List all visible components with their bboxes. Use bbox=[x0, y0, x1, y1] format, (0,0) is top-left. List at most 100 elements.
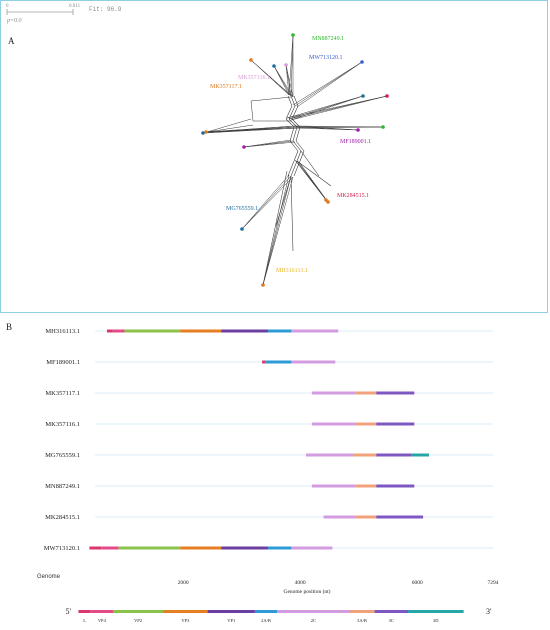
taxon-label-MN887249: MN887249.1 bbox=[312, 36, 344, 42]
network-edge bbox=[299, 150, 305, 162]
region-label: L bbox=[83, 618, 86, 623]
network-edge bbox=[296, 150, 302, 162]
network-edge bbox=[262, 175, 292, 286]
network-tip-node bbox=[201, 131, 205, 135]
sequence-segment bbox=[262, 360, 266, 364]
panel-a-label: A bbox=[8, 36, 15, 46]
network-edge bbox=[289, 126, 295, 142]
taxon-label-MK284515: MK284515.1 bbox=[337, 193, 369, 199]
sequence-label: MN887249.1 bbox=[45, 483, 80, 490]
sequence-segment bbox=[291, 360, 336, 364]
network-edge bbox=[250, 100, 254, 122]
region-label: 3C bbox=[389, 618, 394, 623]
taxon-label-MK357117: MK357117.1 bbox=[210, 84, 242, 90]
region-label: VP1 bbox=[227, 618, 235, 623]
network-edge bbox=[292, 140, 302, 152]
network-tip-node bbox=[272, 64, 276, 68]
region-label: VP4 bbox=[98, 618, 107, 623]
network-edge bbox=[296, 61, 363, 108]
network-edge bbox=[241, 174, 290, 230]
region-label: 2C bbox=[311, 618, 316, 623]
sequence-row: MF189001.1 bbox=[46, 359, 493, 366]
axis-tick-label: 6000 bbox=[412, 580, 423, 586]
network-edge bbox=[298, 127, 359, 131]
sequence-row: MN887249.1 bbox=[45, 483, 493, 490]
network-edge bbox=[291, 118, 301, 128]
sequence-segment bbox=[291, 329, 339, 333]
panel-b-genome-maps: B MH316113.1 MF189001.1 MK357117.1 MK357116… bbox=[0, 318, 550, 625]
network-edge bbox=[275, 175, 292, 227]
network-edge bbox=[288, 105, 296, 120]
taxon-label-MK357116: MK357116.1 bbox=[238, 75, 270, 81]
sequence-label: MG765559.1 bbox=[45, 452, 80, 459]
genome-map-canvas: B MH316113.1 MF189001.1 MK357117.1 MK357116… bbox=[6, 322, 499, 623]
scale-left: 0 bbox=[6, 4, 9, 9]
sequence-row: MK357116.1 bbox=[45, 421, 493, 428]
taxon-label-MH316113: MH316113.1 bbox=[276, 268, 308, 274]
sequence-segment bbox=[89, 546, 102, 550]
network-edge bbox=[298, 161, 329, 203]
sequence-segment bbox=[376, 422, 415, 426]
panel-b-label: B bbox=[6, 322, 12, 332]
sequence-segment bbox=[311, 391, 356, 395]
region-label: 2A/B bbox=[261, 618, 271, 623]
axis-tick-label: 2000 bbox=[178, 580, 189, 586]
sequence-segment bbox=[180, 546, 222, 550]
genome-region-segment bbox=[207, 610, 255, 613]
network-edge bbox=[288, 95, 364, 120]
reference-genome-bar bbox=[78, 610, 464, 613]
network-tip-node bbox=[204, 130, 208, 134]
sequence-segment bbox=[311, 484, 356, 488]
sequence-segment bbox=[291, 546, 333, 550]
sequence-segment bbox=[355, 484, 377, 488]
network-tip-node bbox=[249, 58, 253, 62]
network-edge bbox=[290, 95, 388, 121]
network-edge bbox=[288, 118, 298, 128]
sequence-segment bbox=[267, 329, 292, 333]
network-edge bbox=[206, 118, 252, 133]
network-edge bbox=[292, 61, 363, 106]
sequence-row: MW713120.1 bbox=[44, 545, 493, 552]
network-tip-node bbox=[240, 227, 244, 231]
network-edge bbox=[202, 127, 300, 134]
sequence-rows: MH316113.1 MF189001.1 MK357117.1 MK357116.1… bbox=[44, 328, 493, 552]
sequence-segment bbox=[306, 453, 353, 457]
genome-region-segment bbox=[374, 610, 408, 613]
sequence-segment bbox=[376, 484, 415, 488]
sequence-segment bbox=[112, 329, 125, 333]
sequence-segment bbox=[221, 329, 268, 333]
panel-a-network: 0 0.011 Fit: 96.9 p=0.0 A MN887249.1 MW7… bbox=[0, 0, 548, 313]
genome-region-segment bbox=[90, 610, 113, 613]
genome-axis-ticks: 2000 4000 6000 7294 bbox=[178, 580, 499, 586]
sequence-label: MH316113.1 bbox=[45, 328, 80, 335]
region-label: 3D bbox=[433, 618, 439, 623]
sequence-segment bbox=[311, 422, 356, 426]
sequence-segment bbox=[355, 515, 377, 519]
sequence-label: MF189001.1 bbox=[46, 359, 80, 366]
sequence-segment bbox=[323, 515, 356, 519]
network-leaves bbox=[201, 33, 389, 287]
sequence-segment bbox=[101, 546, 119, 550]
p-value: p=0.0 bbox=[6, 18, 22, 24]
network-edge bbox=[285, 64, 294, 98]
sequence-segment bbox=[106, 329, 113, 333]
network-edge bbox=[262, 170, 288, 286]
genome-region-segment bbox=[163, 610, 208, 613]
network-tip-node bbox=[360, 60, 364, 64]
taxon-label-MW713120: MW713120.1 bbox=[309, 55, 343, 61]
network-edge bbox=[287, 160, 295, 177]
network-tip-node bbox=[291, 33, 295, 37]
sequence-segment bbox=[124, 329, 181, 333]
sequence-segment bbox=[376, 515, 424, 519]
sequence-segment bbox=[355, 422, 377, 426]
network-edges bbox=[202, 34, 388, 286]
taxon-label-MF189001: MF189001.1 bbox=[340, 139, 371, 145]
sequence-segment bbox=[118, 546, 181, 550]
network-edge bbox=[290, 175, 294, 252]
sequence-row: MH316113.1 bbox=[45, 328, 493, 335]
axis-tick-label: 7294 bbox=[488, 580, 499, 586]
network-edge bbox=[293, 160, 301, 177]
sequence-row: MG765559.1 bbox=[45, 452, 493, 459]
network-tip-node bbox=[361, 94, 365, 98]
network-canvas: 0 0.011 Fit: 96.9 p=0.0 A MN887249.1 MW7… bbox=[6, 4, 389, 287]
